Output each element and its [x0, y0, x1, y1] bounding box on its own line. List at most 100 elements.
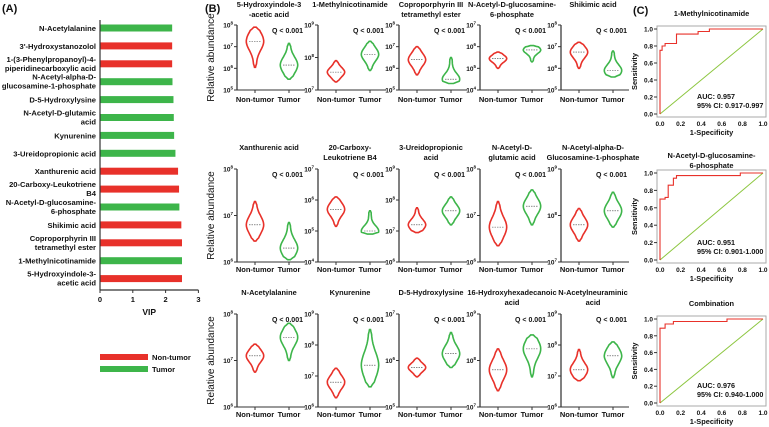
roc-x-tick-label: 0.8	[738, 267, 747, 274]
vip-bar-label: Xanthurenic acid	[35, 167, 97, 176]
violin-shape	[279, 42, 299, 80]
violin-y-tick-label: 105	[304, 227, 314, 236]
vip-x-tick-label: 0	[98, 295, 102, 304]
violin-y-tick-label: 107	[547, 372, 557, 381]
vip-bar-label: acid	[81, 118, 97, 127]
violin-x-label-tumor: Tumor	[278, 95, 301, 104]
vip-bar	[100, 60, 173, 68]
roc-x-tick-label: 0.2	[676, 267, 685, 274]
violin-y-tick-label: 106	[304, 196, 314, 205]
violin-y-tick-label: 108	[223, 310, 233, 319]
violin-shape	[569, 348, 589, 382]
vip-bar	[100, 221, 182, 229]
violin-y-tick-label: 106	[466, 42, 476, 51]
violin-y-tick-label: 106	[547, 403, 557, 412]
vip-bar-label: 6-phosphate	[51, 207, 96, 216]
violin-y-tick-label: 108	[466, 356, 476, 365]
roc-y-axis-title: Sensitivity	[630, 197, 639, 235]
violin-plot-title: -acetic acid	[249, 10, 290, 19]
violin-y-tick-label: 109	[466, 310, 476, 319]
vip-bar	[100, 275, 182, 283]
q-value-label: Q < 0.001	[596, 317, 627, 324]
violin-shape	[488, 51, 508, 70]
violin-y-tick-label: 106	[547, 64, 557, 73]
roc-y-tick-label: 0.4	[644, 78, 653, 85]
violin-shape	[360, 210, 380, 235]
roc-y-tick-label: 0.6	[644, 350, 653, 357]
roc-y-tick-label: 0.0	[644, 401, 653, 408]
roc-y-axis-title: Sensitivity	[630, 342, 639, 380]
legend-label-tumor: Tumor	[152, 365, 175, 374]
vip-bar	[100, 203, 180, 211]
vip-bar	[100, 239, 182, 247]
roc-x-tick-label: 0.2	[676, 121, 685, 128]
violin-x-label-tumor: Tumor	[602, 95, 625, 104]
panel-label-b: (B)	[205, 3, 221, 15]
violin-y-tick-label: 109	[385, 165, 395, 174]
violin-y-tick-label: 105	[466, 64, 476, 73]
violin-x-label-nontumor: Non-tumor	[236, 95, 274, 104]
violin-shape	[279, 322, 299, 362]
violin-x-label-tumor: Tumor	[521, 410, 544, 419]
vip-bar-label: piperidinecarboxylic acid	[5, 64, 97, 73]
violin-plot-title: N-Acetyl-D-glucosamine-	[468, 0, 556, 9]
roc-x-tick-label: 0.4	[697, 410, 706, 417]
roc-title: N-Acetyl-D-glucosamine-	[668, 151, 756, 160]
vip-x-axis-title: VIP	[142, 307, 156, 317]
violin-y-tick-label: 104	[304, 258, 314, 267]
vip-x-tick-label: 2	[164, 295, 168, 304]
violin-y-tick-label: 108	[547, 341, 557, 350]
violin-y-tick-label: 107	[304, 372, 314, 381]
violin-y-tick-label: 109	[547, 165, 557, 174]
vip-bar	[100, 96, 174, 104]
roc-x-tick-label: 0.0	[655, 267, 664, 274]
violin-y-tick-label: 108	[223, 165, 233, 174]
violin-y-tick-label: 105	[223, 86, 233, 95]
violin-x-label-nontumor: Non-tumor	[560, 410, 598, 419]
violin-shape	[326, 367, 346, 399]
violin-plot-title: Leukotriene B4	[323, 153, 377, 162]
violin-y-tick-label: 106	[385, 64, 395, 73]
violin-plot-title: D-5-Hydroxylysine	[399, 288, 464, 297]
violin-y-tick-label: 106	[223, 258, 233, 267]
vip-bar	[100, 185, 180, 193]
violin-y-tick-label: 107	[547, 42, 557, 51]
roc-y-tick-label: 0.8	[644, 188, 653, 195]
violin-plot-title: glutamic acid	[488, 153, 536, 162]
roc-y-axis-title: Sensitivity	[630, 52, 639, 90]
violin-shape	[441, 331, 461, 369]
violin-x-label-tumor: Tumor	[278, 265, 301, 274]
vip-bar-label: Kynurenine	[54, 131, 96, 140]
roc-x-tick-label: 0.6	[717, 121, 726, 128]
q-value-label: Q < 0.001	[353, 172, 384, 179]
q-value-label: Q < 0.001	[434, 28, 465, 35]
vip-bar-label: 1-(3-Phenylpropanoyl)-4-	[7, 55, 97, 64]
q-value-label: Q < 0.001	[515, 28, 546, 35]
violin-y-tick-label: 109	[304, 21, 314, 30]
roc-x-tick-label: 0.4	[697, 267, 706, 274]
vip-bar-label: tetramethyl ester	[35, 243, 96, 252]
vip-bar-label: 20-Carboxy-Leukotriene	[9, 180, 96, 189]
violin-shape	[603, 341, 623, 379]
violin-shape	[326, 59, 346, 83]
violin-x-label-tumor: Tumor	[521, 95, 544, 104]
vip-bar-label: 5-Hydroxyindole-3-	[27, 270, 96, 279]
violin-x-label-nontumor: Non-tumor	[398, 410, 436, 419]
legend-swatch-tumor	[100, 366, 148, 372]
roc-x-tick-label: 1.0	[758, 267, 767, 274]
roc-x-axis-title: 1-Specificity	[690, 417, 734, 426]
violin-x-label-nontumor: Non-tumor	[236, 265, 274, 274]
violin-y-tick-label: 108	[304, 341, 314, 350]
violin-shape	[488, 348, 508, 392]
violin-plot-title: 3-Ureidopropionic	[399, 143, 463, 152]
q-value-label: Q < 0.001	[515, 317, 546, 324]
relative-abundance-label: Relative abundance	[206, 316, 217, 405]
roc-curve	[659, 28, 763, 114]
roc-diagonal	[659, 318, 764, 404]
violin-y-tick-label: 108	[547, 21, 557, 30]
violin-shape	[245, 343, 265, 373]
violin-plot-title: acid	[505, 298, 520, 307]
violin-y-tick-label: 107	[385, 227, 395, 236]
roc-x-tick-label: 0.4	[697, 121, 706, 128]
violin-x-label-nontumor: Non-tumor	[317, 410, 355, 419]
